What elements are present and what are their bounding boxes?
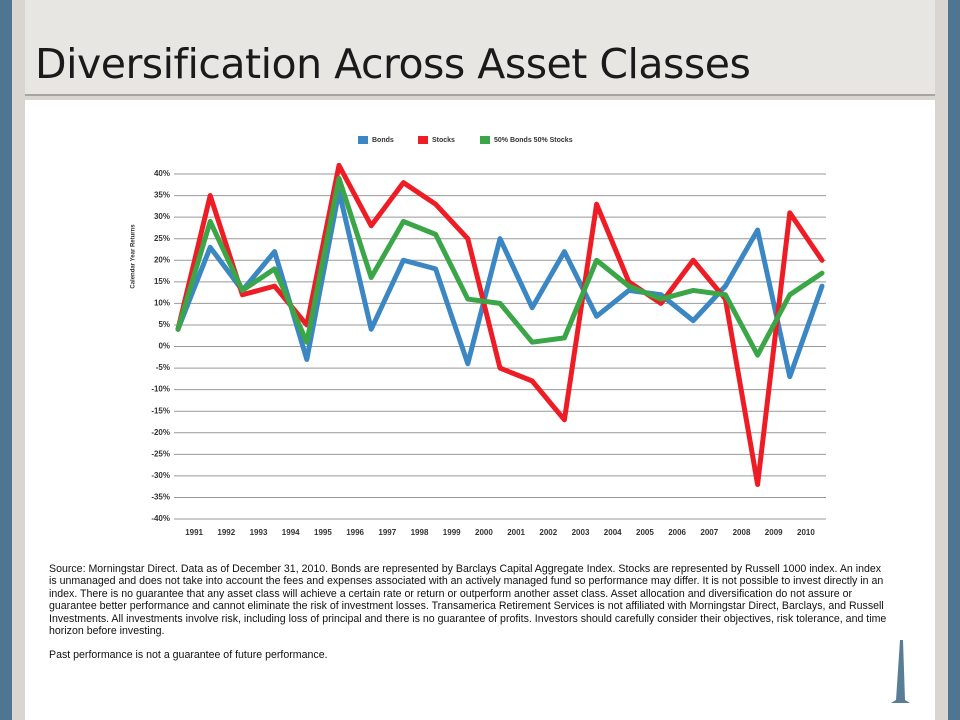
y-tick-label: 30% — [154, 212, 170, 221]
x-tick-label: 2004 — [604, 528, 622, 537]
title-bar: Diversification Across Asset Classes — [25, 0, 935, 96]
y-axis-label: Calendar Year Returns — [131, 224, 137, 289]
source-note: Source: Morningstar Direct. Data as of D… — [49, 563, 887, 638]
legend-label: 50% Bonds 50% Stocks — [494, 137, 573, 144]
x-tick-label: 1996 — [346, 528, 364, 537]
x-tick-label: 1993 — [250, 528, 268, 537]
legend-label: Bonds — [372, 137, 394, 144]
y-tick-label: -5% — [156, 363, 170, 372]
x-tick-label: 2008 — [733, 528, 751, 537]
y-tick-label: 20% — [154, 255, 170, 264]
x-tick-label: 2010 — [797, 528, 815, 537]
y-tick-label: 25% — [154, 234, 170, 243]
y-tick-label: 35% — [154, 191, 170, 200]
y-tick-label: -20% — [151, 428, 170, 437]
y-tick-label: 15% — [154, 277, 170, 286]
x-tick-label: 1995 — [314, 528, 332, 537]
y-tick-label: 40% — [154, 169, 170, 178]
y-tick-label: -25% — [151, 449, 170, 458]
legend-swatch — [480, 136, 490, 144]
x-tick-label: 1999 — [443, 528, 461, 537]
y-tick-label: 5% — [158, 320, 170, 329]
footnote: Source: Morningstar Direct. Data as of D… — [49, 563, 891, 674]
legend-swatch — [418, 136, 428, 144]
y-tick-label: -35% — [151, 493, 170, 502]
x-tick-label: 1992 — [217, 528, 235, 537]
x-tick-label: 2000 — [475, 528, 493, 537]
y-tick-label: -10% — [151, 385, 170, 394]
x-tick-label: 1997 — [378, 528, 396, 537]
y-tick-label: -40% — [151, 514, 170, 523]
x-tick-label: 2002 — [539, 528, 557, 537]
x-tick-label: 1998 — [411, 528, 429, 537]
y-tick-label: -30% — [151, 471, 170, 480]
legend-swatch — [358, 136, 368, 144]
y-tick-label: 10% — [154, 298, 170, 307]
y-tick-label: -15% — [151, 406, 170, 415]
disclaimer: Past performance is not a guarantee of f… — [49, 649, 328, 662]
x-tick-label: 2006 — [668, 528, 686, 537]
slide-title: Diversification Across Asset Classes — [35, 40, 751, 88]
x-tick-label: 1991 — [185, 528, 203, 537]
x-tick-label: 2009 — [765, 528, 783, 537]
x-tick-label: 1994 — [282, 528, 300, 537]
x-tick-label: 2001 — [507, 528, 525, 537]
legend-label: Stocks — [432, 137, 455, 144]
x-tick-label: 2007 — [700, 528, 718, 537]
x-tick-label: 2005 — [636, 528, 654, 537]
content — [25, 100, 935, 720]
y-tick-label: 0% — [158, 342, 170, 351]
series-line — [175, 175, 825, 358]
x-tick-label: 2003 — [572, 528, 590, 537]
